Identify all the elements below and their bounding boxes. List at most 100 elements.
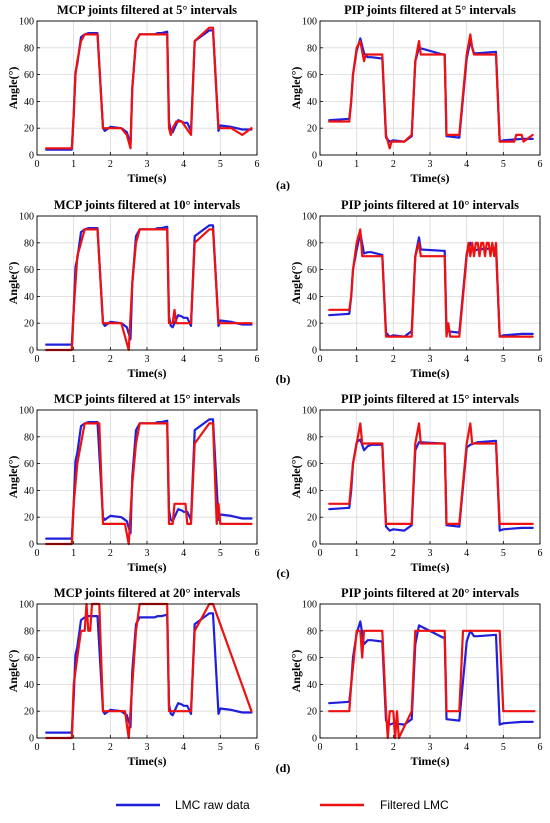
y-tick-label: 80 — [307, 43, 317, 54]
x-axis-label: Time(s) — [127, 366, 166, 380]
y-axis-label: Angle(°) — [6, 262, 20, 305]
chart-title: PIP joints filtered at 15° intervals — [341, 392, 519, 406]
x-tick-label: 1 — [71, 548, 76, 559]
x-tick-label: 0 — [35, 742, 40, 753]
filtered-line — [45, 26, 253, 150]
y-tick-label: 60 — [307, 70, 317, 81]
x-tick-label: 6 — [538, 742, 543, 753]
x-tick-label: 2 — [108, 354, 113, 365]
y-tick-label: 100 — [19, 17, 34, 28]
x-tick-label: 3 — [145, 354, 150, 365]
x-tick-label: 3 — [428, 159, 433, 170]
x-axis-label: Time(s) — [127, 754, 166, 768]
y-axis-label: Angle(°) — [6, 456, 20, 499]
y-tick-label: 0 — [312, 540, 317, 551]
x-tick-label: 3 — [145, 548, 150, 559]
panel-label: (b) — [276, 372, 291, 386]
x-tick-label: 2 — [108, 159, 113, 170]
filtered-line — [45, 422, 253, 546]
y-tick-label: 0 — [29, 540, 34, 551]
x-tick-label: 5 — [501, 742, 506, 753]
chart-title: MCP joints filtered at 10° intervals — [54, 198, 240, 212]
x-tick-label: 6 — [538, 159, 543, 170]
x-axis-label: Time(s) — [127, 560, 166, 574]
y-tick-label: 0 — [29, 734, 34, 745]
y-tick-label: 100 — [19, 600, 34, 611]
legend-raw-label: LMC raw data — [175, 798, 250, 812]
y-axis-label: Angle(°) — [289, 67, 303, 110]
y-tick-label: 20 — [307, 513, 317, 524]
y-tick-label: 20 — [24, 513, 34, 524]
x-tick-label: 0 — [318, 354, 323, 365]
x-tick-label: 4 — [181, 742, 186, 753]
filtered-line — [328, 228, 534, 338]
y-axis-label: Angle(°) — [289, 650, 303, 693]
y-axis-label: Angle(°) — [6, 67, 20, 110]
x-tick-label: 0 — [35, 354, 40, 365]
chart-title: PIP joints filtered at 10° intervals — [341, 198, 519, 212]
y-tick-label: 100 — [302, 600, 317, 611]
x-tick-label: 4 — [181, 354, 186, 365]
x-axis-label: Time(s) — [410, 171, 449, 185]
chart-title: MCP joints filtered at 20° intervals — [54, 586, 240, 600]
panel-label: (c) — [276, 566, 289, 580]
filtered-line — [45, 228, 253, 352]
y-tick-label: 60 — [24, 653, 34, 664]
chart-title: MCP joints filtered at 5° intervals — [57, 3, 237, 17]
x-tick-label: 1 — [71, 742, 76, 753]
y-tick-label: 40 — [307, 292, 317, 303]
y-tick-label: 0 — [29, 151, 34, 162]
y-tick-label: 60 — [24, 265, 34, 276]
chart-title: MCP joints filtered at 15° intervals — [54, 392, 240, 406]
y-tick-label: 60 — [307, 265, 317, 276]
x-tick-label: 4 — [464, 159, 469, 170]
x-tick-label: 4 — [181, 548, 186, 559]
x-tick-label: 6 — [255, 159, 260, 170]
y-tick-label: 20 — [307, 707, 317, 718]
filtered-line — [328, 422, 534, 526]
x-tick-label: 6 — [538, 354, 543, 365]
x-tick-label: 2 — [391, 354, 396, 365]
x-tick-label: 5 — [501, 159, 506, 170]
x-tick-label: 2 — [108, 548, 113, 559]
y-tick-label: 80 — [307, 432, 317, 443]
y-tick-label: 80 — [24, 43, 34, 54]
y-tick-label: 100 — [302, 17, 317, 28]
x-tick-label: 3 — [145, 159, 150, 170]
x-tick-label: 0 — [318, 548, 323, 559]
x-tick-label: 1 — [354, 354, 359, 365]
y-axis-label: Angle(°) — [6, 650, 20, 693]
y-tick-label: 40 — [307, 680, 317, 691]
x-tick-label: 1 — [354, 159, 359, 170]
x-tick-label: 1 — [354, 548, 359, 559]
x-tick-label: 2 — [391, 548, 396, 559]
y-tick-label: 20 — [24, 124, 34, 135]
x-tick-label: 3 — [145, 742, 150, 753]
y-axis-label: Angle(°) — [289, 262, 303, 305]
x-tick-label: 5 — [218, 159, 223, 170]
x-tick-label: 1 — [71, 159, 76, 170]
y-tick-label: 80 — [24, 626, 34, 637]
y-tick-label: 20 — [24, 319, 34, 330]
y-tick-label: 60 — [24, 70, 34, 81]
x-tick-label: 0 — [318, 159, 323, 170]
y-tick-label: 40 — [24, 97, 34, 108]
x-tick-label: 3 — [428, 354, 433, 365]
chart-title: PIP joints filtered at 5° intervals — [344, 3, 516, 17]
x-tick-label: 3 — [428, 742, 433, 753]
y-tick-label: 100 — [302, 406, 317, 417]
x-tick-label: 4 — [464, 354, 469, 365]
x-tick-label: 5 — [501, 354, 506, 365]
x-tick-label: 2 — [391, 159, 396, 170]
x-tick-label: 5 — [218, 548, 223, 559]
x-tick-label: 2 — [108, 742, 113, 753]
y-tick-label: 60 — [307, 653, 317, 664]
x-tick-label: 5 — [218, 742, 223, 753]
x-axis-label: Time(s) — [410, 560, 449, 574]
y-tick-label: 80 — [307, 238, 317, 249]
